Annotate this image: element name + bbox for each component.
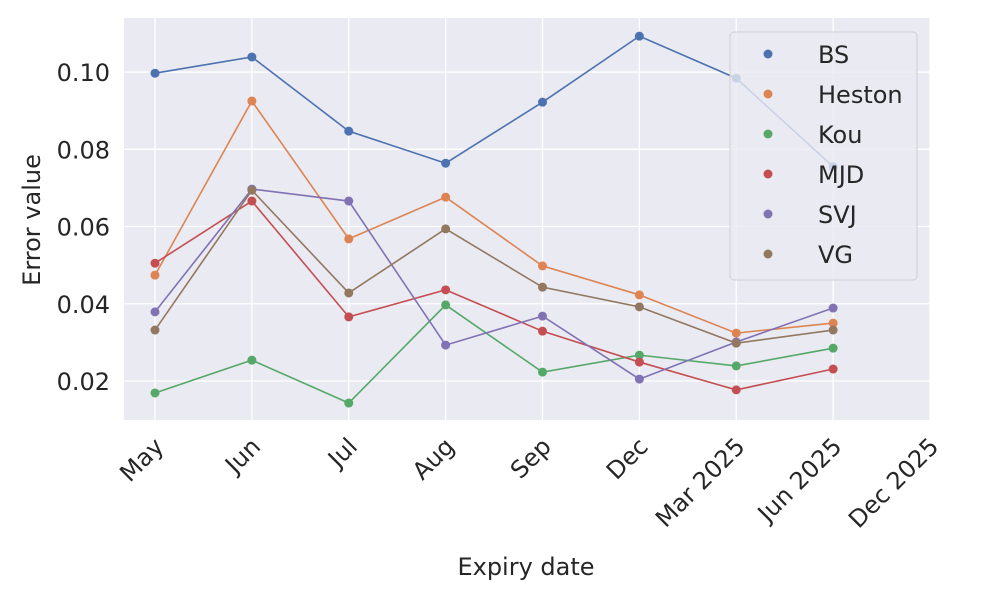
data-point	[828, 343, 838, 353]
data-point	[150, 388, 160, 398]
legend-label: VG	[818, 241, 853, 269]
data-point	[538, 367, 547, 377]
data-point	[538, 97, 547, 107]
legend-label: Heston	[818, 81, 903, 109]
data-point	[247, 52, 257, 62]
data-point	[247, 185, 257, 195]
legend-marker	[763, 49, 773, 59]
x-tick-label: Mar 2025	[650, 432, 750, 532]
legend-label: BS	[818, 41, 849, 69]
data-point	[441, 285, 451, 295]
x-tick-label: Jun	[218, 432, 266, 480]
series-line	[154, 99, 834, 334]
x-tick-label: Jun 2025	[751, 432, 847, 528]
legend-label: Kou	[818, 121, 862, 149]
data-point	[828, 318, 838, 328]
legend-marker	[763, 169, 773, 179]
data-point	[634, 290, 644, 300]
data-point	[634, 350, 644, 360]
data-point	[828, 364, 838, 374]
data-point	[731, 385, 741, 395]
data-point	[441, 158, 451, 168]
data-point	[247, 96, 257, 106]
data-point	[634, 357, 644, 367]
legend-marker	[763, 89, 773, 99]
data-point	[344, 126, 354, 136]
data-point	[247, 355, 257, 365]
data-point	[538, 282, 547, 292]
data-point	[538, 326, 547, 336]
series-line	[154, 35, 834, 168]
y-tick-label: 0.06	[57, 214, 110, 242]
series-line	[154, 199, 834, 391]
data-point	[344, 312, 354, 322]
x-tick-label: May	[114, 432, 169, 487]
data-point	[634, 31, 644, 41]
data-point	[634, 302, 644, 312]
series-line	[154, 303, 834, 404]
y-tick-label: 0.02	[57, 368, 110, 396]
legend-box	[729, 31, 918, 281]
data-point	[344, 288, 354, 298]
legend-label: MJD	[818, 161, 864, 189]
series-line	[154, 188, 834, 344]
x-tick-label: Jul	[321, 432, 363, 474]
legend: BS Heston Kou MJD SVJ VG	[729, 31, 918, 281]
data-point	[344, 196, 354, 206]
data-point	[634, 374, 644, 384]
legend-marker	[763, 209, 773, 219]
legend-marker	[763, 249, 773, 259]
y-tick-label: 0.04	[57, 291, 110, 319]
data-point	[828, 325, 838, 335]
data-point	[441, 300, 451, 310]
x-tick-label: Dec	[601, 432, 654, 485]
data-point	[538, 261, 547, 271]
series-line	[154, 188, 834, 380]
data-point	[344, 398, 354, 408]
data-point	[344, 234, 354, 244]
data-point	[731, 338, 741, 348]
x-axis-label: Expiry date	[457, 553, 594, 581]
data-point	[441, 224, 451, 234]
data-point	[247, 196, 257, 206]
y-tick-label: 0.08	[57, 136, 110, 164]
legend-label: SVJ	[818, 201, 857, 229]
data-point	[150, 258, 160, 268]
data-point	[731, 361, 741, 371]
data-point	[150, 270, 160, 280]
y-axis-label: Error value	[18, 154, 46, 286]
x-tick-label: Dec 2025	[843, 432, 944, 533]
data-point	[538, 311, 547, 321]
y-tick-label: 0.10	[57, 59, 110, 87]
legend-marker	[763, 129, 773, 139]
marks	[150, 31, 838, 408]
data-point	[441, 192, 451, 202]
data-point	[441, 340, 451, 350]
data-point	[150, 68, 160, 78]
x-tick-label: Aug	[407, 432, 460, 485]
data-point	[731, 328, 741, 338]
data-point	[150, 325, 160, 335]
data-point	[828, 303, 838, 313]
x-tick-label: Sep	[505, 432, 557, 484]
data-point	[150, 307, 160, 317]
